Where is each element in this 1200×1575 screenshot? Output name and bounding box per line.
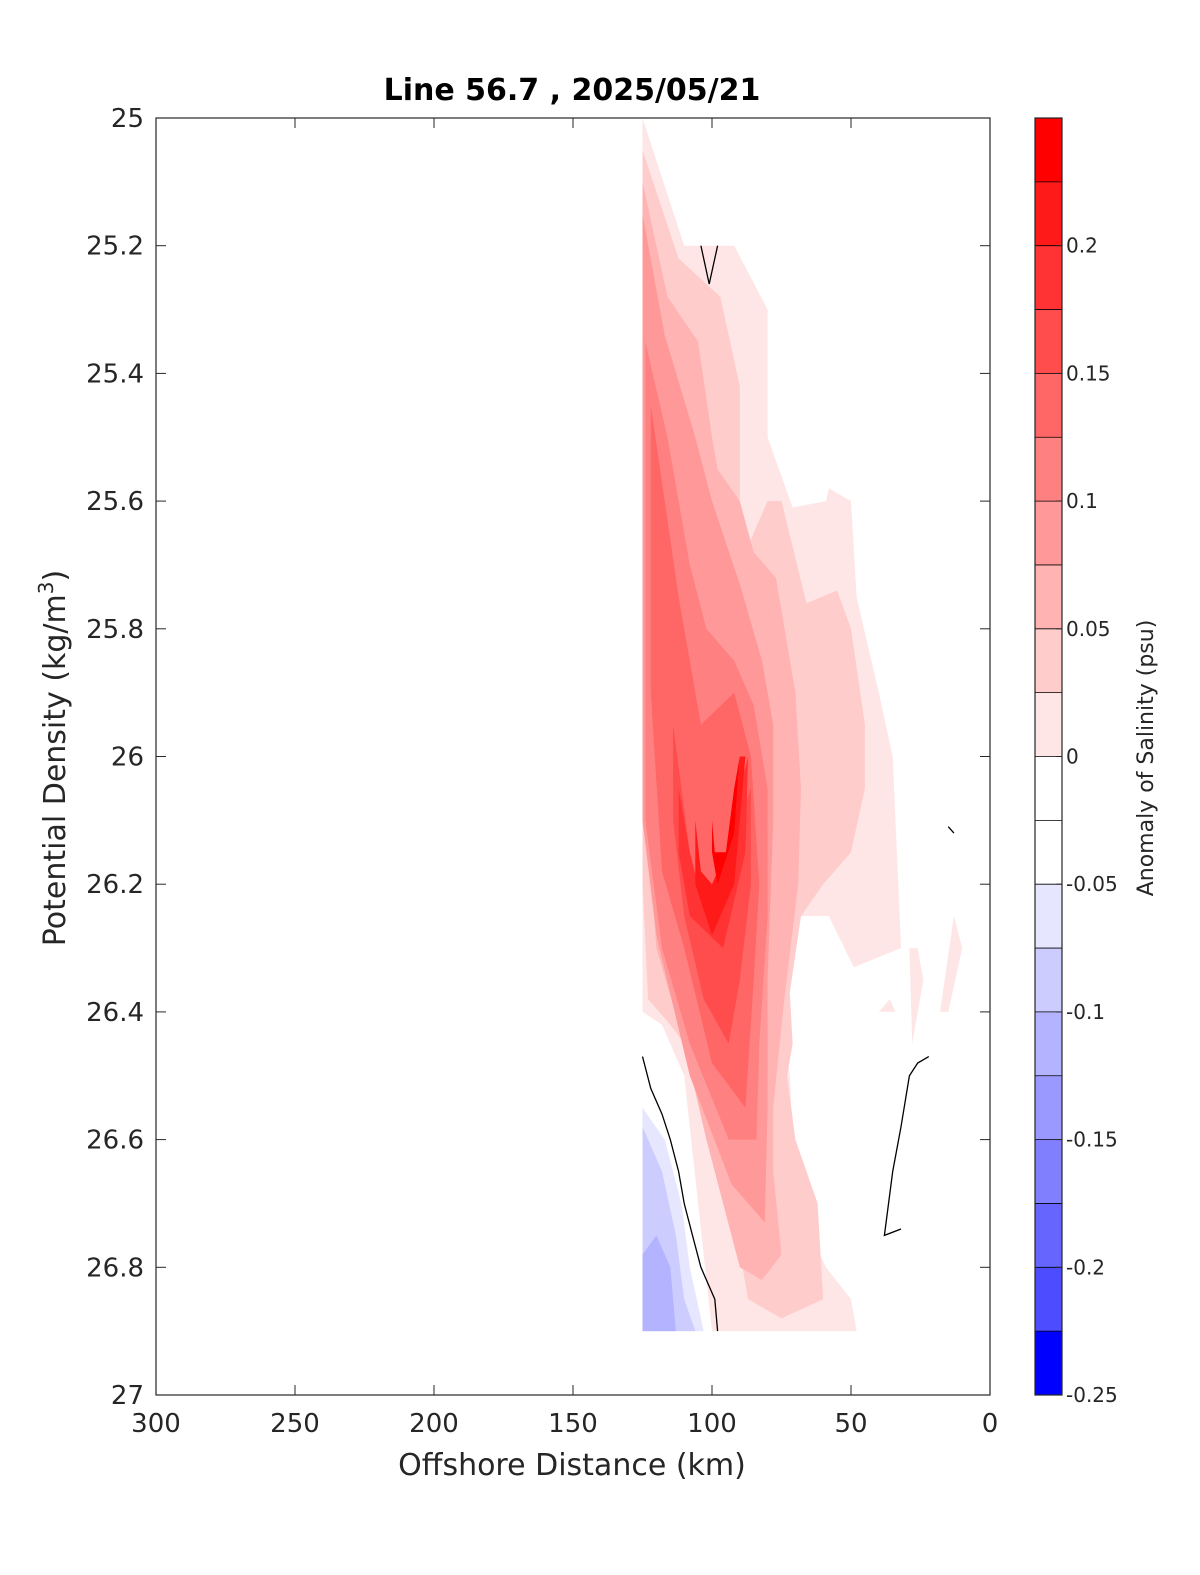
colorbar-tick-label: 0.1 — [1066, 489, 1098, 513]
colorbar-band — [1035, 1203, 1062, 1268]
region-patch-a — [909, 948, 924, 1044]
y-tick-label: 25 — [111, 104, 144, 134]
zero-contour-west — [641, 1056, 719, 1332]
colorbar-tick-label: -0.05 — [1066, 872, 1118, 896]
y-axis-ticks: 25 25.2 25.4 25.6 25.8 26 26.2 26.4 26.6 26.8 27 — [86, 104, 990, 1411]
colorbar-band — [1035, 820, 1062, 885]
colorbar-band — [1035, 1075, 1062, 1141]
colorbar-band — [1035, 884, 1062, 949]
colorbar-tick-label: -0.2 — [1066, 1255, 1105, 1279]
y-tick-label: 27 — [111, 1381, 144, 1411]
y-axis-title-main: Potential Density (kg/m — [38, 594, 73, 946]
x-tick-label: 250 — [270, 1409, 320, 1439]
colorbar-band — [1035, 1139, 1062, 1204]
x-tick-label: 200 — [409, 1409, 459, 1439]
region-anomaly-0.175 — [673, 724, 751, 1044]
colorbar-ticks: 0.2 0.15 0.1 0.05 0 -0.05 -0.1 -0.15 -0.2 -0.25 — [1056, 234, 1118, 1407]
y-tick-label: 25.2 — [86, 232, 144, 262]
colorbar-band — [1035, 1267, 1062, 1332]
colorbar-tick-label: 0.05 — [1066, 617, 1111, 641]
colorbar-band — [1035, 309, 1062, 374]
colorbar-band — [1035, 118, 1062, 183]
colorbar-band — [1035, 1331, 1062, 1396]
colorbar-band — [1035, 756, 1062, 821]
colorbar — [1035, 118, 1062, 1396]
colorbar-band — [1035, 501, 1062, 566]
x-tick-label: 50 — [834, 1409, 867, 1439]
y-tick-label: 26.6 — [86, 1126, 144, 1156]
colorbar-tick-label: -0.15 — [1066, 1128, 1118, 1152]
contour-regions — [642, 118, 963, 1332]
zero-contour-east — [883, 1056, 930, 1237]
x-axis-title: Offshore Distance (km) — [398, 1448, 746, 1483]
colorbar-band — [1035, 245, 1062, 311]
colorbar-tick-label: 0.2 — [1066, 234, 1098, 258]
colorbar-band — [1035, 373, 1062, 438]
zero-contour-top — [700, 245, 719, 285]
region-patch-c — [940, 916, 963, 1012]
y-tick-label: 25.4 — [86, 359, 144, 389]
colorbar-band — [1035, 437, 1062, 502]
y-tick-label: 26.4 — [86, 998, 144, 1028]
y-tick-label: 26.2 — [86, 870, 144, 900]
colorbar-band — [1035, 948, 1062, 1013]
x-tick-label: 100 — [687, 1409, 737, 1439]
colorbar-band — [1035, 628, 1062, 694]
colorbar-band — [1035, 1011, 1062, 1077]
y-tick-label: 25.6 — [86, 487, 144, 517]
colorbar-band — [1035, 564, 1062, 630]
colorbar-title: Anomaly of Salinity (psu) — [1134, 620, 1159, 897]
zero-contour-small — [947, 826, 955, 834]
chart-title: Line 56.7 , 2025/05/21 — [384, 73, 761, 108]
x-axis-ticks: 300 250 200 150 100 50 0 — [131, 118, 998, 1439]
y-axis-title: Potential Density (kg/m3) — [34, 570, 73, 946]
y-axis-title-close: ) — [38, 570, 73, 582]
colorbar-band — [1035, 692, 1062, 757]
colorbar-tick-label: 0 — [1066, 745, 1079, 769]
y-tick-label: 25.8 — [86, 615, 144, 645]
colorbar-tick-label: 0.15 — [1066, 361, 1111, 385]
y-axis-title-superscript: 3 — [34, 581, 58, 594]
x-tick-label: 300 — [131, 1409, 181, 1439]
x-tick-label: 0 — [982, 1409, 999, 1439]
region-anomaly-0.2 — [678, 756, 749, 949]
region-anomaly-0.25 — [712, 756, 740, 885]
region-patch-b — [878, 999, 896, 1012]
y-tick-label: 26 — [111, 743, 144, 773]
colorbar-tick-label: -0.25 — [1066, 1383, 1118, 1407]
colorbar-tick-label: -0.1 — [1066, 1000, 1105, 1024]
colorbar-band — [1035, 181, 1062, 247]
region-anomaly-0.225 — [695, 756, 746, 936]
y-tick-label: 26.8 — [86, 1253, 144, 1283]
region-anomaly-neg-0.1 — [642, 1235, 676, 1332]
x-tick-label: 150 — [548, 1409, 598, 1439]
zero-contours — [641, 245, 955, 1332]
